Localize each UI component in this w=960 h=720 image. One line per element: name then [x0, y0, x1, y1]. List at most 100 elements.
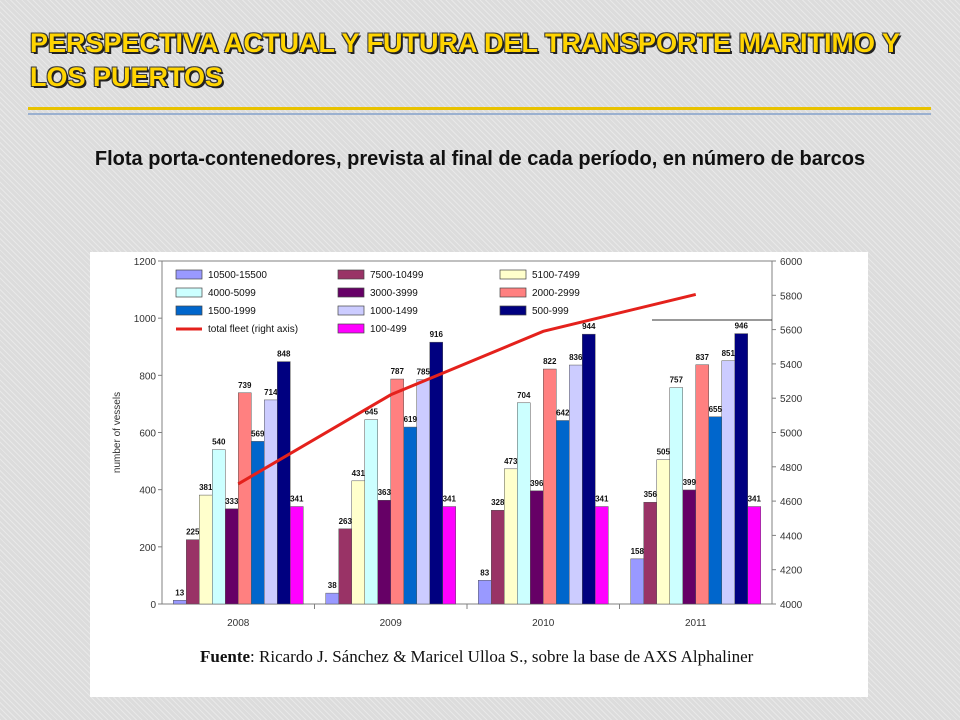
title-underline-blue	[28, 113, 931, 115]
fleet-chart: 0 200 400 600 800 1000 1200 4000 4200 4400 4600 480…	[112, 257, 803, 629]
y2-tick-label: 5000	[780, 429, 803, 440]
bar	[338, 528, 352, 605]
bar	[517, 402, 531, 605]
total-fleet-line	[237, 292, 697, 486]
bar-data-label: 704	[517, 391, 531, 400]
y-tick-label: 400	[139, 486, 156, 497]
bar-data-label: 341	[748, 495, 762, 504]
bar	[238, 392, 252, 605]
bar-data-label: 158	[631, 547, 645, 556]
bar-data-label: 341	[290, 495, 304, 504]
y2-tick-label: 4800	[780, 463, 803, 474]
bar	[682, 489, 696, 605]
bar-data-label: 399	[683, 478, 697, 487]
y2-tick-label: 4600	[780, 497, 803, 508]
bar	[543, 368, 557, 605]
y-tick-label: 1000	[134, 314, 157, 325]
x-tick-label: 2009	[380, 618, 403, 629]
legend-label: 2000-2999	[532, 288, 580, 299]
bar-data-label: 714	[264, 388, 278, 397]
y-tick-label: 600	[139, 429, 156, 440]
bar-data-label: 757	[670, 376, 684, 385]
legend-swatch	[175, 305, 203, 316]
bar	[277, 361, 291, 605]
bar	[669, 387, 683, 605]
bar	[695, 364, 709, 605]
source-text: : Ricardo J. Sánchez & Maricel Ulloa S.,…	[250, 647, 754, 666]
bar	[251, 441, 265, 605]
bar	[491, 509, 505, 605]
legend-label: 1000-1499	[370, 306, 418, 317]
bar-data-label: 785	[417, 368, 431, 377]
legend-label: 100-499	[370, 324, 407, 335]
chart-subtitle: Flota porta-contenedores, prevista al fi…	[94, 148, 866, 170]
bar-data-label: 333	[225, 497, 239, 506]
bar-data-label: 505	[657, 448, 671, 457]
bar-data-label: 837	[696, 353, 710, 362]
bar-data-label: 916	[430, 330, 444, 339]
y-tick-label: 1200	[134, 257, 157, 268]
bar	[416, 379, 430, 605]
bar	[225, 508, 239, 605]
bar	[569, 364, 583, 605]
bar	[582, 333, 596, 605]
legend-label: 4000-5099	[208, 288, 256, 299]
bar-data-label: 328	[491, 498, 505, 507]
x-tick-label: 2010	[532, 618, 555, 629]
bar	[390, 378, 404, 605]
bar-data-label: 263	[339, 517, 353, 526]
bar-data-label: 38	[328, 581, 337, 590]
bar-data-label: 569	[251, 429, 265, 438]
bar-data-label: 13	[175, 588, 184, 597]
bar	[721, 360, 735, 605]
source-note: Fuente: Ricardo J. Sánchez & Maricel Ull…	[200, 647, 753, 667]
bar	[747, 506, 761, 605]
bar-data-label: 225	[186, 528, 200, 537]
legend-swatch	[175, 287, 203, 298]
legend-label: total fleet (right axis)	[208, 324, 298, 335]
legend-label: 1500-1999	[208, 306, 256, 317]
bar-data-label: 946	[735, 322, 749, 331]
bar	[643, 501, 657, 605]
bar	[630, 558, 644, 605]
y2-tick-label: 5800	[780, 291, 803, 302]
x-tick-label: 2011	[685, 618, 707, 629]
legend-label: 3000-3999	[370, 288, 418, 299]
legend-swatch	[337, 269, 365, 280]
bar	[595, 506, 609, 605]
chart-panel: 0 200 400 600 800 1000 1200 4000 4200 4400 4600 480…	[90, 252, 868, 697]
y-axis-title: number of vessels	[112, 392, 123, 473]
legend-label: 500-999	[532, 306, 569, 317]
bar-data-label: 431	[352, 469, 366, 478]
legend-swatch	[337, 305, 365, 316]
bar-data-label: 739	[238, 381, 252, 390]
legend-swatch	[337, 287, 365, 298]
bar-data-label: 851	[722, 349, 736, 358]
bar	[556, 420, 570, 605]
legend-swatch	[175, 269, 203, 280]
bar	[478, 580, 492, 605]
bar	[186, 539, 200, 605]
bar	[364, 419, 378, 605]
bar	[264, 399, 278, 605]
bar	[403, 426, 417, 605]
bar-data-label: 356	[644, 490, 658, 499]
y2-tick-label: 6000	[780, 257, 803, 268]
y2-tick-label: 4200	[780, 566, 803, 577]
bar	[656, 459, 670, 605]
bar	[429, 341, 443, 605]
bar-data-label: 642	[556, 408, 570, 417]
bar-data-label: 540	[212, 438, 226, 447]
x-tick-label: 2008	[227, 618, 250, 629]
bar	[351, 480, 365, 605]
bar-data-label: 645	[365, 408, 379, 417]
y2-tick-label: 5200	[780, 394, 803, 405]
bar	[325, 592, 339, 605]
bar-data-label: 341	[443, 495, 457, 504]
y2-tick-label: 5600	[780, 326, 803, 337]
bar-data-label: 836	[569, 353, 583, 362]
y2-tick-label: 4000	[780, 600, 803, 611]
legend-swatch	[499, 305, 527, 316]
legend-label: 7500-10499	[370, 270, 424, 281]
bar	[173, 600, 187, 605]
